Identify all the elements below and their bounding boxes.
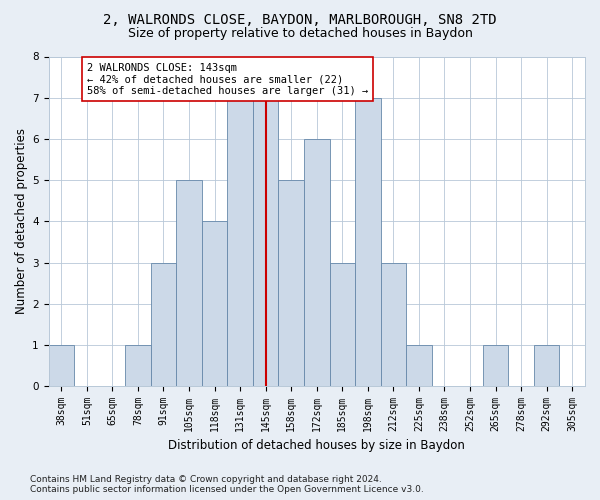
Bar — [329, 262, 355, 386]
Bar — [253, 98, 278, 386]
Bar — [380, 262, 406, 386]
Bar — [49, 345, 74, 386]
Bar — [176, 180, 202, 386]
Bar — [278, 180, 304, 386]
Text: Size of property relative to detached houses in Baydon: Size of property relative to detached ho… — [128, 26, 472, 40]
Y-axis label: Number of detached properties: Number of detached properties — [15, 128, 28, 314]
Bar — [304, 139, 329, 386]
Text: Contains HM Land Registry data © Crown copyright and database right 2024.
Contai: Contains HM Land Registry data © Crown c… — [30, 474, 424, 494]
Bar — [483, 345, 508, 386]
Bar — [125, 345, 151, 386]
Bar — [406, 345, 432, 386]
Bar — [355, 98, 380, 386]
Bar — [202, 222, 227, 386]
Bar — [534, 345, 559, 386]
Text: 2 WALRONDS CLOSE: 143sqm
← 42% of detached houses are smaller (22)
58% of semi-d: 2 WALRONDS CLOSE: 143sqm ← 42% of detach… — [87, 62, 368, 96]
Bar — [227, 98, 253, 386]
Text: 2, WALRONDS CLOSE, BAYDON, MARLBOROUGH, SN8 2TD: 2, WALRONDS CLOSE, BAYDON, MARLBOROUGH, … — [103, 12, 497, 26]
X-axis label: Distribution of detached houses by size in Baydon: Distribution of detached houses by size … — [169, 440, 465, 452]
Bar — [151, 262, 176, 386]
